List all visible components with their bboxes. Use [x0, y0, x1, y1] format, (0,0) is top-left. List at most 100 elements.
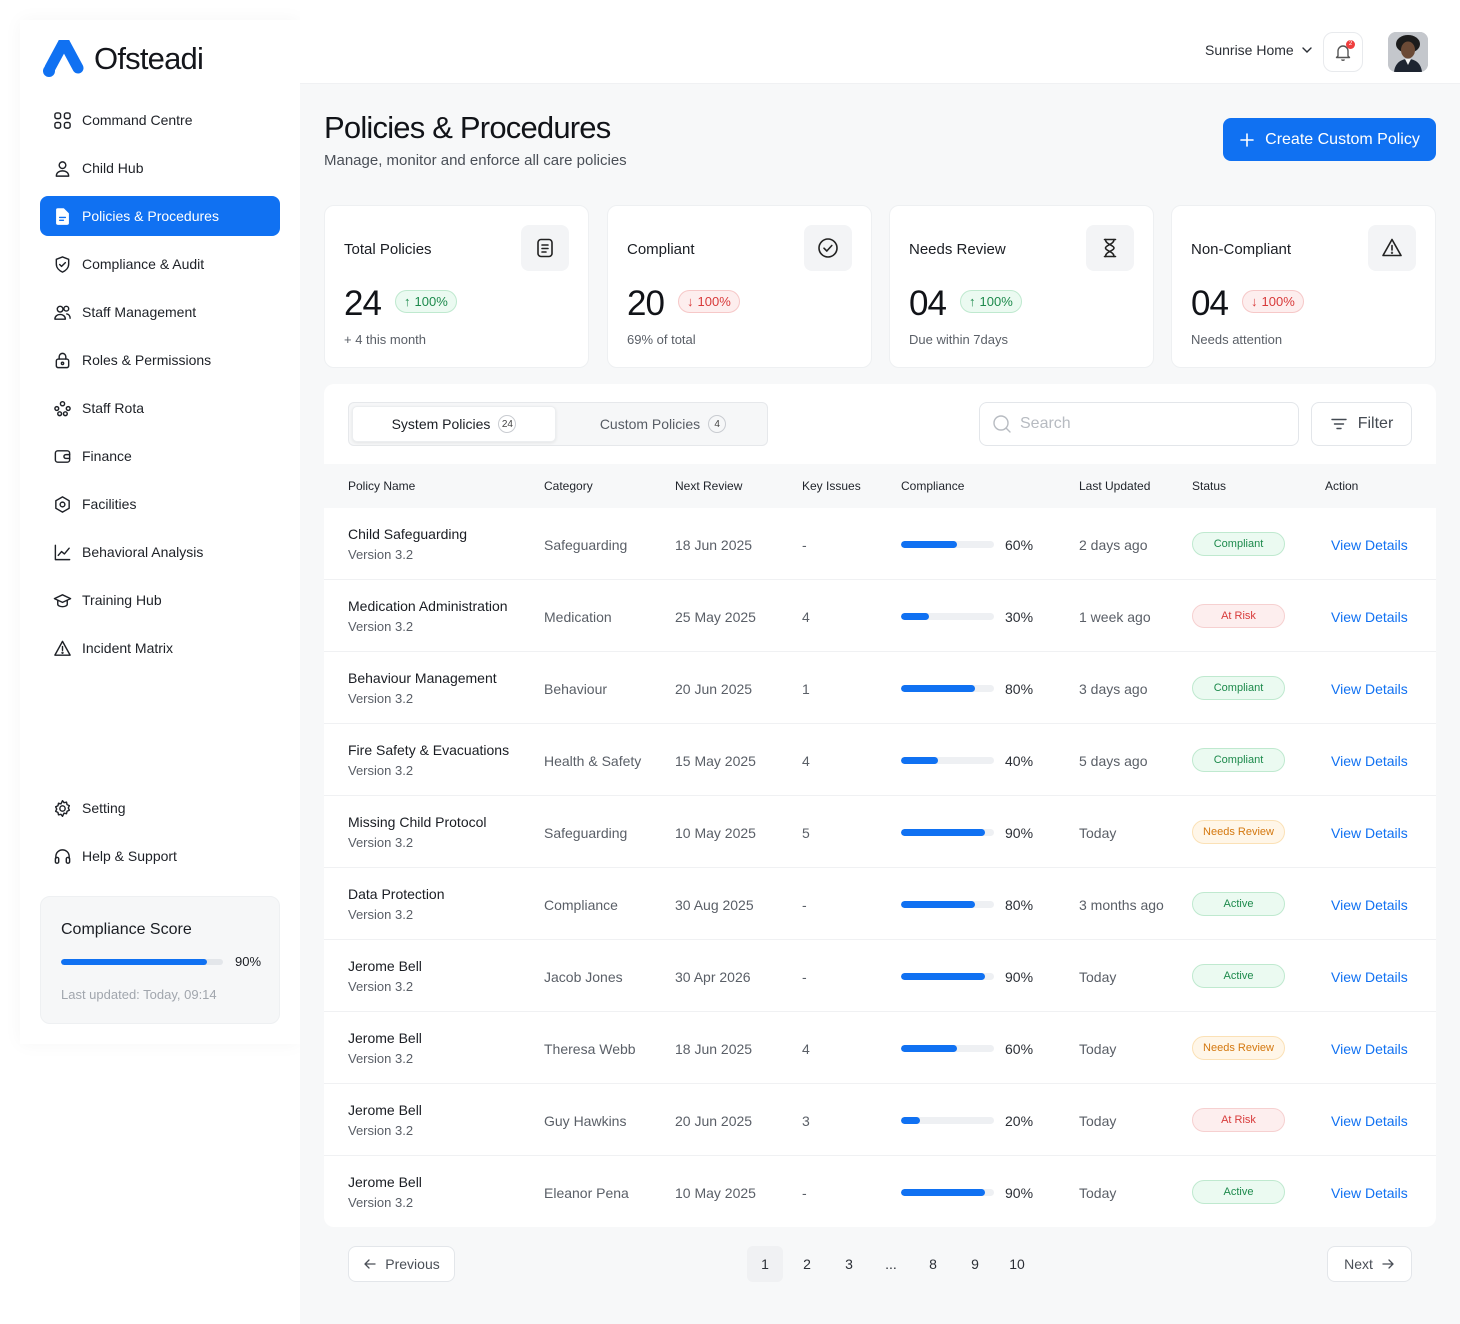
next-page-button[interactable]: Next: [1327, 1246, 1412, 1282]
compliance-bar: [901, 1117, 994, 1124]
table-row: Missing Child Protocol Version 3.2 Safegua…: [324, 796, 1436, 868]
plus-icon: [1240, 132, 1254, 147]
key-issues-count: 5: [802, 825, 810, 841]
sidebar-item-setting[interactable]: Setting: [40, 788, 280, 828]
compliance-bar: [901, 829, 994, 836]
compliance-bar: [901, 613, 994, 620]
secondary-nav: Setting Help & Support: [40, 788, 280, 884]
sidebar-item-label: Staff Management: [82, 304, 197, 320]
page-number[interactable]: 8: [929, 1256, 937, 1272]
sidebar-item-policies[interactable]: Policies & Procedures: [40, 196, 280, 236]
compliance-percent: 40%: [1005, 753, 1034, 769]
table-row: Behaviour Management Version 3.2 Behaviour…: [324, 652, 1436, 724]
warning-icon: [52, 638, 72, 658]
filter-label: Filter: [1357, 415, 1394, 432]
page-number[interactable]: 2: [803, 1256, 811, 1272]
sidebar-item-training-hub[interactable]: Training Hub: [40, 580, 280, 620]
compliance-percent: 60%: [1005, 537, 1034, 553]
view-details-link[interactable]: View Details: [1331, 537, 1408, 553]
stat-change: 100%: [414, 294, 448, 309]
stat-note: Needs attention: [1191, 332, 1283, 347]
compliance-bar-fill: [901, 901, 976, 908]
view-details-link[interactable]: View Details: [1331, 681, 1408, 697]
policy-version: Version 3.2: [348, 835, 414, 850]
column-header: Last Updated: [1079, 479, 1151, 493]
policy-name: Jerome Bell: [348, 1030, 422, 1046]
tab-custom-policies[interactable]: Custom Policies 4: [561, 406, 765, 442]
sidebar-item-incident-matrix[interactable]: Incident Matrix: [40, 628, 280, 668]
sidebar-item-label: Staff Rota: [82, 400, 145, 416]
key-issues-count: -: [802, 969, 807, 985]
column-header: Policy Name: [348, 479, 416, 493]
next-review-date: 30 Apr 2026: [675, 969, 751, 985]
policy-name: Missing Child Protocol: [348, 814, 487, 830]
compliance-percent: 80%: [1005, 897, 1034, 913]
compliance-bar: [901, 1045, 994, 1052]
previous-page-button[interactable]: Previous: [348, 1246, 455, 1282]
policy-name: Jerome Bell: [348, 1174, 422, 1190]
view-details-link[interactable]: View Details: [1331, 609, 1408, 625]
compliance-bar: [901, 973, 994, 980]
document-icon: [52, 206, 72, 226]
view-details-link[interactable]: View Details: [1331, 969, 1408, 985]
key-issues-count: 4: [802, 1041, 810, 1057]
brand[interactable]: Ofsteadi: [42, 40, 204, 78]
page-number[interactable]: 10: [1009, 1256, 1025, 1272]
compliance-score-card: Compliance Score 90% Last updated: Today…: [40, 896, 280, 1024]
sidebar-item-staff-rota[interactable]: Staff Rota: [40, 388, 280, 428]
sidebar-item-child-hub[interactable]: Child Hub: [40, 148, 280, 188]
next-review-date: 15 May 2025: [675, 753, 756, 769]
page-number[interactable]: 3: [845, 1256, 853, 1272]
compliance-bar-fill: [901, 829, 985, 836]
policy-category: Jacob Jones: [544, 969, 623, 985]
policy-name: Fire Safety & Evacuations: [348, 742, 510, 758]
compliance-score-updated: Last updated: Today, 09:14: [61, 987, 217, 1002]
sidebar-item-help-support[interactable]: Help & Support: [40, 836, 280, 876]
policy-category: Safeguarding: [544, 825, 628, 841]
sidebar-item-finance[interactable]: Finance: [40, 436, 280, 476]
view-details-link[interactable]: View Details: [1331, 825, 1408, 841]
sidebar-item-behavioral-analysis[interactable]: Behavioral Analysis: [40, 532, 280, 572]
sidebar-item-staff-management[interactable]: Staff Management: [40, 292, 280, 332]
key-issues-count: -: [802, 897, 807, 913]
compliance-score-bar: [61, 959, 223, 965]
table-row: Jerome Bell Version 3.2 Eleanor Pena 10 May…: [324, 1156, 1436, 1228]
sidebar-item-roles-permissions[interactable]: Roles & Permissions: [40, 340, 280, 380]
sidebar-item-label: Training Hub: [82, 592, 162, 608]
page-number[interactable]: 9: [971, 1256, 979, 1272]
view-details-link[interactable]: View Details: [1331, 897, 1408, 913]
pagination: Previous 1 2 3 ... 8 9 10 Next: [324, 1246, 1436, 1282]
home-selector[interactable]: Sunrise Home: [1205, 42, 1314, 58]
view-details-link[interactable]: View Details: [1331, 1113, 1408, 1129]
policy-category: Compliance: [544, 897, 618, 913]
notifications-button[interactable]: 2: [1323, 32, 1363, 72]
sidebar-item-compliance-audit[interactable]: Compliance & Audit: [40, 244, 280, 284]
sidebar-item-facilities[interactable]: Facilities: [40, 484, 280, 524]
next-review-date: 25 May 2025: [675, 609, 756, 625]
stat-change-chip: ↓ 100%: [678, 290, 740, 313]
sidebar-item-command-centre[interactable]: Command Centre: [40, 100, 280, 140]
search-input[interactable]: [1020, 415, 1280, 433]
policy-version: Version 3.2: [348, 691, 414, 706]
compliance-bar-fill: [901, 757, 939, 764]
page-number[interactable]: 1: [747, 1246, 783, 1282]
page-subtitle: Manage, monitor and enforce all care pol…: [324, 152, 627, 169]
stat-change: 100%: [697, 294, 731, 309]
policy-version: Version 3.2: [348, 1123, 414, 1138]
avatar[interactable]: [1388, 32, 1428, 72]
stat-card-compliant: Compliant 20 ↓ 100% 69% of total: [607, 205, 872, 368]
stat-title: Non-Compliant: [1191, 241, 1292, 258]
filter-button[interactable]: Filter: [1311, 402, 1412, 446]
last-updated: Today: [1079, 825, 1117, 841]
compliance-bar: [901, 901, 994, 908]
policy-category: Eleanor Pena: [544, 1185, 629, 1201]
policy-name: Behaviour Management: [348, 670, 497, 686]
view-details-link[interactable]: View Details: [1331, 753, 1408, 769]
hourglass-icon: [1086, 225, 1134, 271]
key-issues-count: 3: [802, 1113, 810, 1129]
view-details-link[interactable]: View Details: [1331, 1041, 1408, 1057]
create-custom-policy-button[interactable]: Create Custom Policy: [1223, 118, 1436, 161]
tab-system-policies[interactable]: System Policies 24: [352, 406, 556, 442]
view-details-link[interactable]: View Details: [1331, 1185, 1408, 1201]
alert-triangle-icon: [1368, 225, 1416, 271]
